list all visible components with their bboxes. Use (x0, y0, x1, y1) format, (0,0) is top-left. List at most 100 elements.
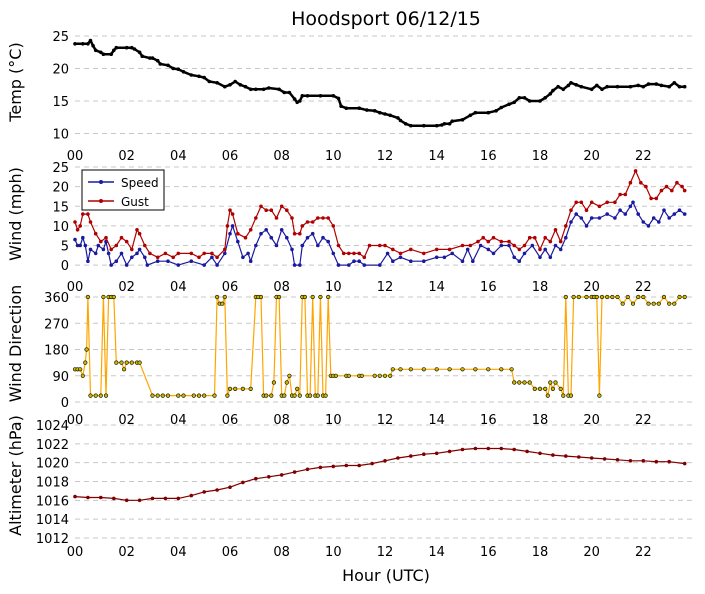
data-point (158, 62, 163, 66)
data-point (269, 393, 274, 398)
x-tick-label: 02 (118, 545, 135, 560)
data-point (318, 465, 323, 470)
x-tick-label: 08 (273, 545, 290, 560)
data-point (114, 360, 119, 365)
data-point (422, 123, 426, 128)
data-point (682, 188, 687, 193)
y-tick-label: 20 (52, 181, 69, 196)
y-tick-label: 1016 (36, 494, 69, 509)
data-point (434, 247, 439, 252)
data-point (491, 235, 496, 240)
data-point (538, 451, 542, 456)
data-point (659, 188, 664, 193)
data-point (378, 263, 382, 267)
data-point (300, 224, 305, 228)
data-point (326, 216, 331, 220)
data-point (543, 235, 547, 240)
data-point (370, 461, 374, 466)
x-tick-label: 06 (222, 280, 239, 295)
data-point (628, 459, 633, 463)
data-point (254, 243, 258, 248)
data-point (507, 243, 511, 248)
data-point (599, 294, 605, 300)
data-point (336, 243, 341, 248)
data-point (641, 459, 646, 463)
data-point (512, 243, 516, 248)
data-point (605, 294, 610, 300)
data-point (292, 263, 297, 267)
x-tick-label: 16 (480, 413, 497, 428)
data-point (248, 259, 253, 264)
x-tick-label: 10 (325, 280, 342, 295)
data-point (285, 208, 289, 212)
data-point (189, 73, 194, 77)
data-point (344, 106, 349, 110)
data-point (680, 184, 684, 189)
data-point (228, 208, 232, 212)
x-tick-label: 12 (377, 545, 394, 560)
data-point (409, 454, 413, 458)
data-point (517, 259, 522, 264)
data-point (225, 224, 230, 228)
data-point (473, 367, 478, 372)
x-tick-label: 12 (377, 149, 394, 164)
data-point (682, 294, 687, 300)
data-point (176, 67, 181, 71)
x-tick-label: 08 (273, 149, 290, 164)
data-point (615, 294, 620, 300)
data-point (103, 393, 109, 398)
data-point (576, 294, 581, 300)
data-point (155, 58, 160, 63)
data-point (78, 243, 82, 248)
data-point (86, 259, 90, 264)
data-point (86, 42, 90, 46)
data-point (447, 449, 452, 454)
data-point (331, 464, 336, 469)
data-point (101, 247, 106, 252)
data-point (202, 263, 206, 267)
x-tick-label: 10 (325, 413, 342, 428)
data-point (290, 216, 294, 220)
data-point (137, 231, 142, 236)
data-point (667, 301, 672, 306)
data-point (210, 255, 214, 260)
data-point (323, 393, 328, 398)
data-point (589, 216, 594, 220)
data-point (114, 243, 119, 248)
data-point (238, 83, 243, 87)
y-axis-label: Wind (mph) (6, 167, 25, 261)
data-point (605, 212, 609, 216)
data-point (243, 235, 248, 240)
data-point (215, 294, 220, 300)
data-point (202, 490, 206, 494)
data-point (494, 109, 498, 113)
data-point (409, 123, 413, 128)
data-point (641, 84, 646, 89)
x-tick-label: 06 (222, 413, 239, 428)
x-tick-label: 04 (170, 280, 187, 295)
data-point (267, 475, 271, 479)
data-point (248, 228, 253, 232)
data-point (109, 263, 113, 267)
data-point (388, 113, 393, 118)
data-point (561, 87, 566, 92)
data-point (124, 45, 129, 50)
legend: Speed Gust (81, 169, 165, 211)
data-point (277, 294, 282, 300)
data-point (682, 461, 687, 466)
data-point (189, 259, 194, 264)
data-point (290, 247, 294, 252)
x-tick-label: 22 (635, 413, 652, 428)
y-axis-label: Wind Direction (6, 285, 25, 403)
data-point (137, 50, 142, 55)
data-point (124, 263, 129, 267)
data-point (460, 447, 465, 452)
data-point (344, 463, 349, 468)
data-point (98, 393, 103, 398)
data-point (396, 456, 400, 460)
y-tick-label: 25 (52, 30, 69, 45)
series-line-speed (74, 201, 686, 266)
data-point (579, 84, 584, 89)
data-point (398, 118, 403, 123)
